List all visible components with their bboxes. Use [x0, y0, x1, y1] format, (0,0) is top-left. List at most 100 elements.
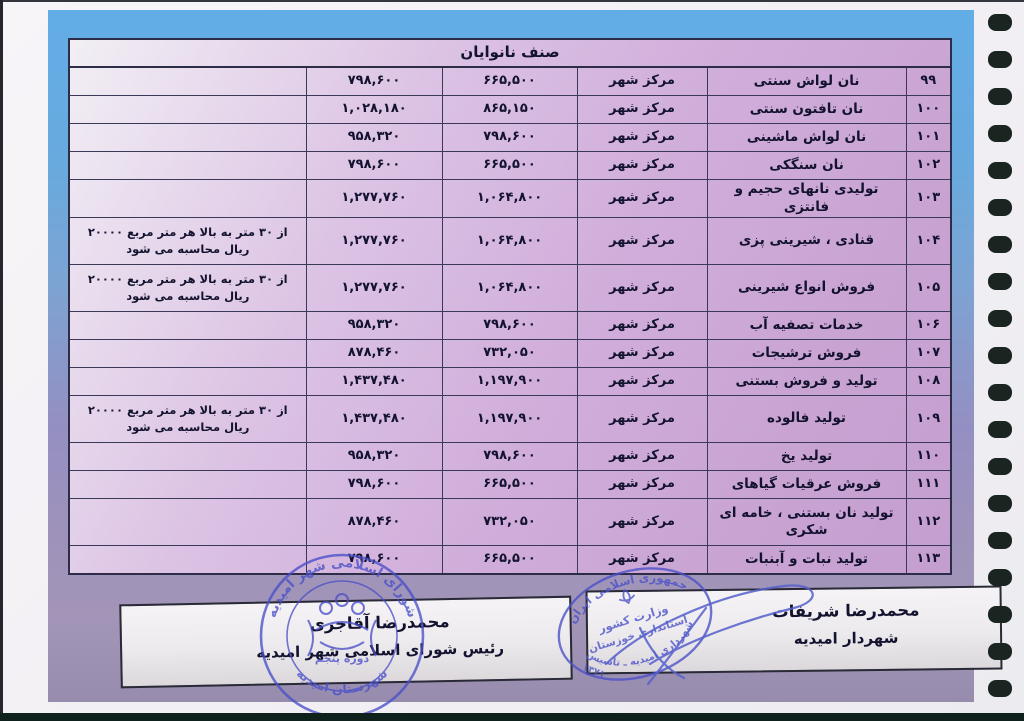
- cell-description: تولید نان بستنی ، خامه ای شکری: [706, 498, 907, 547]
- cell-price-low: ۷۳۲,۰۵۰: [441, 339, 578, 369]
- cell-price-high: ۱,۲۷۷,۷۶۰: [305, 178, 443, 219]
- scan-edge-left: [0, 0, 3, 721]
- cell-price-high: ۷۹۸,۶۰۰: [305, 545, 443, 575]
- cell-description: تولیدی نانهای حجیم و فانتزی: [706, 178, 907, 219]
- cell-description: نان سنگکی: [706, 151, 907, 180]
- binding-hole-icon: [988, 14, 1012, 31]
- mayor-signature-scribble-icon: [604, 584, 814, 686]
- cell-zone: مرکز شهر: [576, 178, 708, 219]
- cell-row-number: ۱۰۷: [905, 339, 952, 369]
- cell-row-number: ۱۰۸: [905, 367, 952, 397]
- cell-price-low: ۶۶۵,۵۰۰: [441, 470, 578, 500]
- cell-row-number: ۱۰۴: [905, 217, 952, 266]
- cell-zone: مرکز شهر: [576, 264, 708, 313]
- cell-row-number: ۱۰۹: [905, 395, 952, 444]
- cell-price-low: ۶۶۵,۵۰۰: [441, 545, 578, 575]
- round-stamp-arc-bottom: شهرستان امیدیه: [294, 665, 390, 696]
- scan-edge-top: [0, 0, 1024, 2]
- table-row: ۱۰۸ تولید و فروش بستنی مرکز شهر ۱,۱۹۷,۹۰۰ ۱,…: [68, 367, 952, 397]
- table-row: ۱۱۳ تولید نبات و آبنبات مرکز شهر ۶۶۵,۵۰۰ ۷۹۸…: [68, 545, 952, 575]
- cell-note: [68, 311, 307, 341]
- cell-zone: مرکز شهر: [576, 95, 708, 124]
- table-title: صنف نانوایان: [68, 38, 952, 68]
- cell-price-low: ۱,۱۹۷,۹۰۰: [441, 367, 578, 397]
- binding-hole-icon: [988, 569, 1012, 586]
- table-title-row: صنف نانوایان: [68, 38, 952, 68]
- cell-row-number: ۱۰۵: [905, 264, 952, 313]
- binding-hole-icon: [988, 273, 1012, 290]
- cell-row-number: ۱۰۲: [905, 151, 952, 180]
- cell-zone: مرکز شهر: [576, 217, 708, 266]
- cell-zone: مرکز شهر: [576, 311, 708, 341]
- cell-price-high: ۷۹۸,۶۰۰: [305, 151, 443, 180]
- municipality-oval-stamp-icon: جمهوری اسلامی ایران وزارت کشور استانداری…: [557, 556, 713, 682]
- cell-description: فروش ترشیجات: [706, 339, 907, 369]
- table-row: ۹۹ نان لواش سنتی مرکز شهر ۶۶۵,۵۰۰ ۷۹۸,۶۰۰: [68, 66, 952, 96]
- table-row: ۱۰۹ تولید فالوده مرکز شهر ۱,۱۹۷,۹۰۰ ۱,۴۳۷,۴۸…: [68, 395, 952, 444]
- table-row: ۱۰۳ تولیدی نانهای حجیم و فانتزی مرکز شهر ۱,…: [68, 178, 952, 219]
- council-round-stamp-icon: شورای اسلامی شهر امیدیه شهرستان امیدیه د…: [259, 553, 425, 719]
- cell-price-low: ۷۹۸,۶۰۰: [441, 442, 578, 472]
- svg-text:شهرستان امیدیه: شهرستان امیدیه: [294, 665, 390, 696]
- cell-description: نان تافتون سنتی: [706, 95, 907, 124]
- cell-price-low: ۱,۰۶۴,۸۰۰: [441, 178, 578, 219]
- binding-hole-icon: [988, 347, 1012, 364]
- scan-edge-bottom: [0, 713, 1024, 721]
- cell-note: از ۳۰ متر به بالا هر متر مربع ۲۰۰۰۰ ریال…: [68, 395, 307, 444]
- cell-note: [68, 339, 307, 369]
- table-row: ۱۱۰ تولید یخ مرکز شهر ۷۹۸,۶۰۰ ۹۵۸,۳۲۰: [68, 442, 952, 472]
- cell-row-number: ۱۱۲: [905, 498, 952, 547]
- binding-hole-icon: [988, 643, 1012, 660]
- cell-row-number: ۱۰۰: [905, 95, 952, 124]
- binding-hole-icon: [988, 51, 1012, 68]
- table-row: ۱۰۱ نان لواش ماشینی مرکز شهر ۷۹۸,۶۰۰ ۹۵۸,۳۲۰: [68, 123, 952, 152]
- binding-hole-icon: [988, 680, 1012, 697]
- cell-description: تولید نبات و آبنبات: [706, 545, 907, 575]
- binding-hole-icon: [988, 88, 1012, 105]
- cell-note: از ۳۰ متر به بالا هر متر مربع ۲۰۰۰۰ ریال…: [68, 264, 307, 313]
- table-row: ۱۰۵ فروش انواع شیرینی مرکز شهر ۱,۰۶۴,۸۰۰ ۱,۲…: [68, 264, 952, 313]
- binding-hole-icon: [988, 236, 1012, 253]
- cell-note: از ۳۰ متر به بالا هر متر مربع ۲۰۰۰۰ ریال…: [68, 217, 307, 266]
- binding-hole-icon: [988, 125, 1012, 142]
- binding-hole-icon: [988, 310, 1012, 327]
- cell-note: [68, 123, 307, 152]
- cell-price-low: ۶۶۵,۵۰۰: [441, 151, 578, 180]
- cell-price-low: ۷۳۲,۰۵۰: [441, 498, 578, 547]
- cell-zone: مرکز شهر: [576, 123, 708, 152]
- cell-price-low: ۱,۰۶۴,۸۰۰: [441, 217, 578, 266]
- cell-price-high: ۱,۲۷۷,۷۶۰: [305, 264, 443, 313]
- cell-zone: مرکز شهر: [576, 367, 708, 397]
- cell-note: [68, 545, 307, 575]
- cell-note: [68, 498, 307, 547]
- cell-row-number: ۱۰۳: [905, 178, 952, 219]
- cell-zone: مرکز شهر: [576, 442, 708, 472]
- cell-price-high: ۹۵۸,۳۲۰: [305, 311, 443, 341]
- spiral-binding: [980, 0, 1024, 721]
- cell-description: نان لواش ماشینی: [706, 123, 907, 152]
- binding-hole-icon: [988, 421, 1012, 438]
- round-stamp-arc-top: شورای اسلامی شهر امیدیه: [264, 555, 421, 620]
- cell-zone: مرکز شهر: [576, 395, 708, 444]
- cell-description: خدمات تصفیه آب: [706, 311, 907, 341]
- cell-price-high: ۹۵۸,۳۲۰: [305, 442, 443, 472]
- cell-price-high: ۸۷۸,۴۶۰: [305, 498, 443, 547]
- binding-hole-icon: [988, 458, 1012, 475]
- table-row: ۱۱۱ فروش عرقیات گیاهای مرکز شهر ۶۶۵,۵۰۰ ۷۹۸,…: [68, 470, 952, 500]
- cell-price-high: ۱,۴۳۷,۴۸۰: [305, 395, 443, 444]
- cell-note: [68, 442, 307, 472]
- cell-zone: مرکز شهر: [576, 545, 708, 575]
- cell-price-low: ۷۹۸,۶۰۰: [441, 311, 578, 341]
- cell-price-low: ۸۶۵,۱۵۰: [441, 95, 578, 124]
- cell-price-low: ۶۶۵,۵۰۰: [441, 66, 578, 96]
- binding-hole-icon: [988, 606, 1012, 623]
- table-row: ۱۰۴ قنادی ، شیرینی پزی مرکز شهر ۱,۰۶۴,۸۰۰ ۱,…: [68, 217, 952, 266]
- cell-row-number: ۱۱۳: [905, 545, 952, 575]
- cell-note: [68, 95, 307, 124]
- cell-row-number: ۱۰۶: [905, 311, 952, 341]
- cell-zone: مرکز شهر: [576, 339, 708, 369]
- cell-description: فروش عرقیات گیاهای: [706, 470, 907, 500]
- cell-row-number: ۱۱۰: [905, 442, 952, 472]
- binding-hole-icon: [988, 199, 1012, 216]
